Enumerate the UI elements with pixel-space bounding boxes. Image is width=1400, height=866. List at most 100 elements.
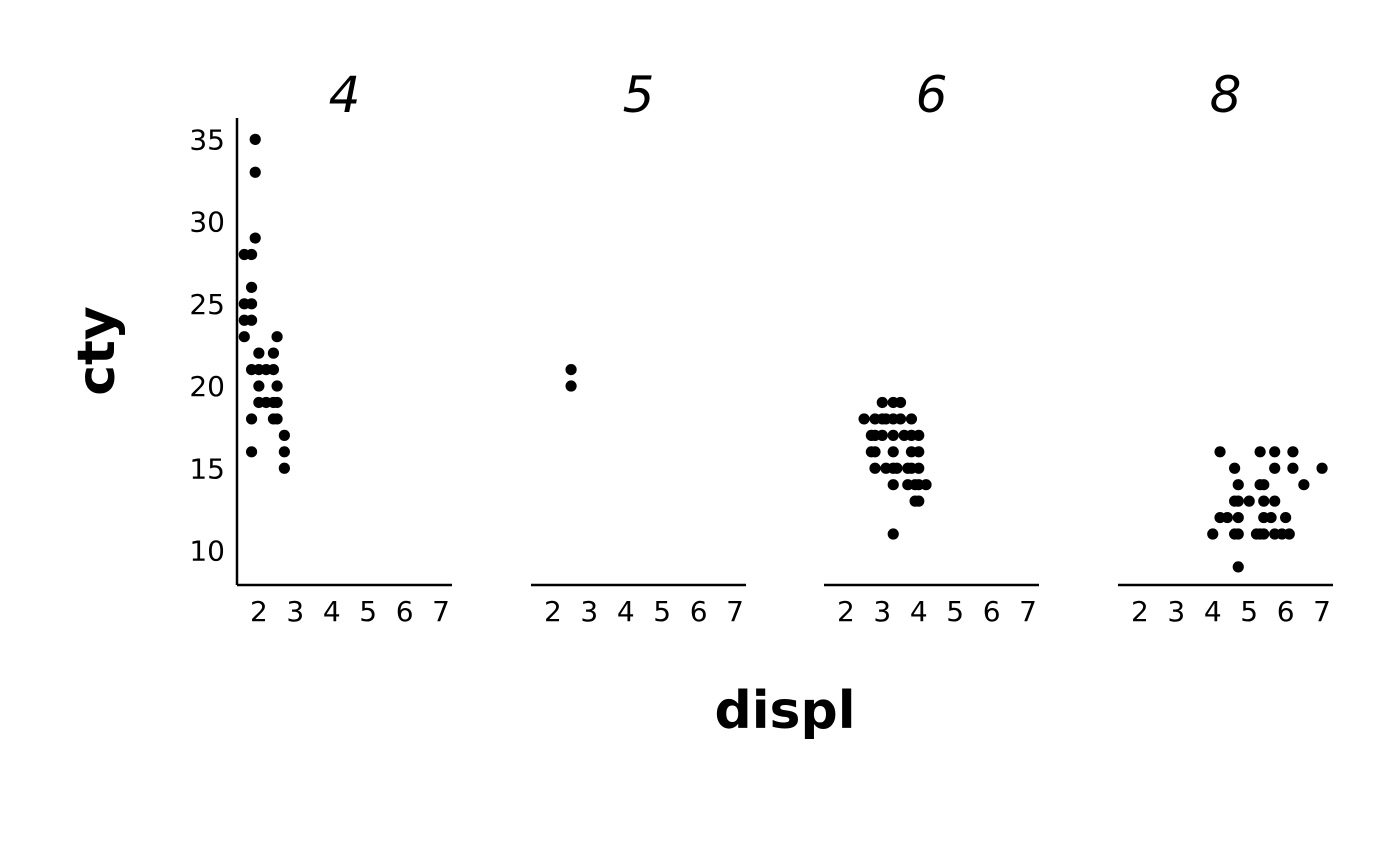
x-tick-label: 5 [653,595,671,628]
x-tick-label: 4 [1204,595,1222,628]
data-point [1316,462,1328,474]
data-point [271,331,283,343]
y-tick-label: 20 [189,370,225,403]
data-point [1269,495,1281,507]
data-point [1258,479,1270,491]
facet-panel-5: 52 3 4 5 6 7 [531,66,746,628]
facet-title: 4 [329,66,361,124]
data-point [565,380,577,392]
x-tick-label: 5 [946,595,964,628]
x-tick-label: 5 [359,595,377,628]
data-point [271,380,283,392]
data-point [913,429,925,441]
data-point [894,413,907,425]
data-point [245,281,258,293]
data-point [1232,528,1244,540]
y-tick-label: 10 [189,534,225,567]
data-point [1283,528,1295,540]
data-point [1287,446,1299,458]
y-axis-title: cty [67,306,127,396]
data-point [1229,462,1241,474]
data-point [1243,495,1255,507]
x-tick-label: 4 [323,595,341,628]
data-point [869,446,881,458]
data-point [1287,462,1299,474]
x-tick-label: 7 [1313,595,1331,628]
x-tick-label: 5 [1240,595,1258,628]
data-point [1280,511,1292,524]
data-point [245,248,258,261]
y-tick-label: 25 [189,288,225,321]
data-point [1232,561,1244,573]
data-point [245,298,258,310]
data-point [245,446,258,458]
x-tick-label: 7 [432,595,450,628]
x-tick-label: 6 [396,595,414,628]
x-tick-label: 3 [1167,595,1185,628]
data-point [876,396,888,409]
data-point [1258,495,1270,507]
facet-title: 5 [623,66,655,124]
data-point [249,232,261,244]
data-point [1214,446,1226,458]
data-point [245,314,258,326]
x-tick-label: 2 [837,595,855,628]
data-point [887,479,899,491]
data-point [271,396,283,409]
y-tick-label: 35 [189,123,225,156]
data-point [267,347,280,359]
data-point [271,413,283,425]
x-tick-label: 2 [544,595,562,628]
data-point [913,495,925,507]
data-point [894,396,907,409]
data-point [913,446,925,458]
x-tick-label: 7 [1019,595,1037,628]
data-point [238,331,250,343]
y-axis: 10 15 20 25 30 35 [189,118,239,585]
x-tick-label: 4 [910,595,928,628]
facet-panel-8: 8 2 3 4 5 6 7 [1118,66,1333,628]
facet-title: 8 [1210,66,1242,124]
data-point [887,429,899,441]
data-point [249,166,261,178]
data-point [249,133,261,145]
x-tick-label: 6 [983,595,1001,628]
data-point [1265,511,1277,524]
data-point [1298,479,1310,491]
x-tick-label: 6 [690,595,708,628]
x-axis-title: displ [714,681,855,741]
x-tick-label: 7 [726,595,744,628]
data-point [278,446,290,458]
facet-title: 6 [916,66,948,124]
x-tick-label: 3 [286,595,304,628]
data-point [887,528,899,540]
data-point [565,363,577,376]
x-tick-label: 4 [617,595,635,628]
data-point [278,462,290,474]
data-point [891,462,903,474]
data-point [905,413,918,425]
y-tick-label: 30 [189,206,225,239]
data-point [245,413,258,425]
data-point [876,429,888,441]
data-point [920,479,932,491]
data-point [869,462,881,474]
data-point [1232,479,1244,491]
x-tick-label: 3 [873,595,891,628]
data-point [1221,511,1233,524]
x-tick-label: 6 [1277,595,1295,628]
data-point [1232,495,1244,507]
facet-panels: 42 3 4 5 6 752 3 4 5 6 762 3 4 5 6 782 3 4 5 6 7 [237,66,1333,628]
y-tick-label: 15 [189,452,225,485]
data-point [1232,511,1244,524]
data-point [1269,446,1281,458]
data-point [267,363,280,376]
data-point [858,413,870,425]
facet-panel-6: 62 3 4 5 6 7 [824,66,1039,628]
data-point [1254,446,1266,458]
x-tick-label: 3 [580,595,598,628]
x-tick-label: 2 [250,595,268,628]
data-point [1269,462,1281,474]
data-point [913,462,925,474]
